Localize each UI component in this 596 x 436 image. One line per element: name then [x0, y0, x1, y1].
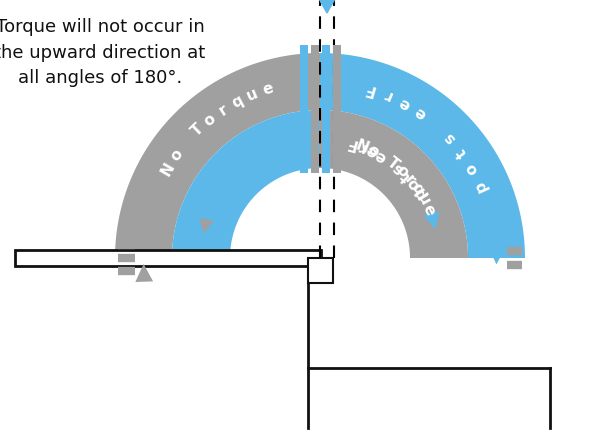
Text: r: r [216, 102, 231, 119]
Text: q: q [408, 181, 427, 198]
Text: o: o [167, 146, 185, 164]
Text: o: o [365, 143, 381, 160]
Text: e: e [260, 81, 275, 98]
Text: s: s [441, 129, 458, 146]
Text: r: r [402, 173, 418, 188]
Bar [321, 45, 330, 173]
Text: o: o [393, 163, 411, 181]
Text: T: T [384, 155, 402, 173]
Bar [15, 250, 321, 266]
Text: e: e [364, 142, 379, 160]
Text: o: o [463, 160, 482, 177]
Text: N: N [158, 160, 177, 178]
Polygon shape [172, 110, 320, 258]
Text: N: N [353, 137, 371, 156]
Polygon shape [320, 110, 468, 258]
Bar [311, 45, 318, 173]
Bar [300, 45, 308, 173]
Text: F: F [344, 135, 358, 152]
Text: Torque will not occur in
the upward direction at
all angles of 180°.: Torque will not occur in the upward dire… [0, 18, 206, 87]
Polygon shape [313, 0, 341, 13]
Bar [308, 258, 333, 283]
Text: e: e [396, 94, 412, 112]
Text: p: p [410, 184, 429, 201]
Text: o: o [404, 175, 423, 193]
Text: T: T [189, 122, 207, 140]
Text: r: r [381, 86, 393, 103]
Text: t: t [454, 145, 470, 160]
Text: s: s [390, 160, 406, 177]
Text: e: e [412, 104, 429, 122]
Text: r: r [355, 138, 368, 155]
Text: e: e [372, 146, 389, 165]
Text: o: o [201, 111, 219, 129]
Text: e: e [420, 202, 438, 218]
Polygon shape [320, 53, 525, 258]
Polygon shape [115, 53, 320, 258]
Text: q: q [229, 93, 246, 111]
Text: u: u [244, 86, 260, 104]
Text: u: u [414, 191, 433, 208]
Bar [333, 45, 340, 173]
Text: F: F [362, 80, 376, 97]
Text: t: t [398, 168, 414, 184]
Text: p: p [472, 177, 490, 194]
